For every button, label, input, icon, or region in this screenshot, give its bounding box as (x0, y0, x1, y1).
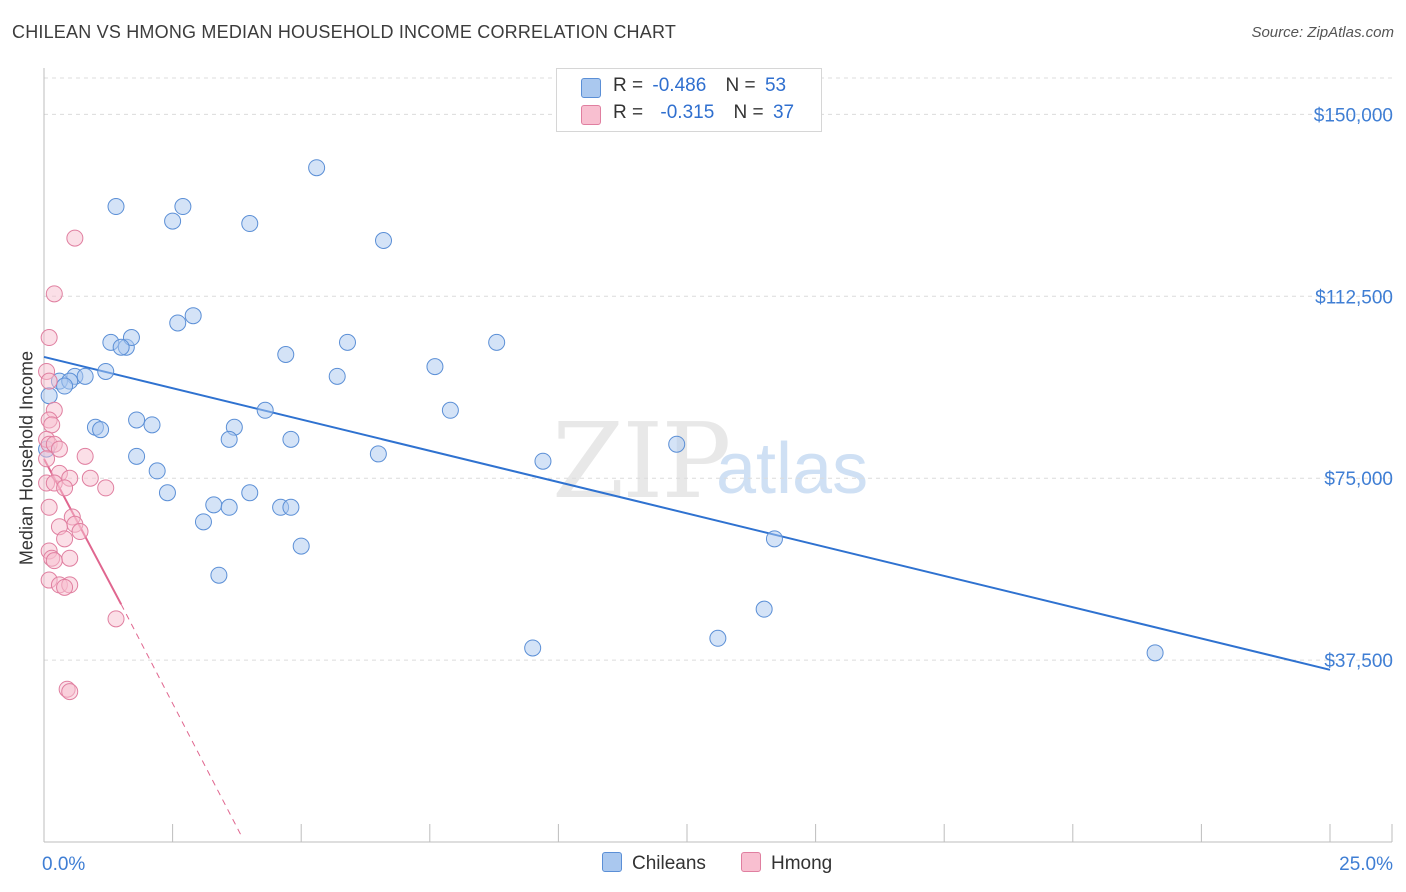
point-hmong (81, 469, 99, 487)
point-hmong (38, 450, 56, 468)
point-chileans (338, 333, 356, 351)
point-chileans (441, 401, 459, 419)
point-chileans (524, 639, 542, 657)
legend-r-label: R = (613, 75, 644, 96)
point-chileans (220, 430, 238, 448)
legend-r-label: R = (613, 102, 644, 123)
point-chileans (308, 159, 326, 177)
point-chileans (369, 445, 387, 463)
legend-r-value-hmong: -0.315 (660, 102, 715, 123)
point-hmong (50, 440, 68, 458)
source-label: Source: ZipAtlas.com (1251, 24, 1394, 41)
point-chileans (282, 498, 300, 516)
point-chileans (241, 484, 259, 502)
y-tick-label: $37,500 (1324, 651, 1393, 672)
point-chileans (765, 530, 783, 548)
bottom-legend-swatch-hmong (741, 852, 761, 872)
point-chileans (174, 198, 192, 216)
axes (43, 68, 1393, 843)
bottom-legend-hmong: Hmong (741, 852, 832, 875)
y-tick-label: $150,000 (1314, 105, 1393, 126)
point-chileans (220, 498, 238, 516)
point-chileans (282, 430, 300, 448)
legend-n-label: N = (733, 102, 764, 123)
point-chileans (97, 362, 115, 380)
point-chileans (169, 314, 187, 332)
point-chileans (143, 416, 161, 434)
point-chileans (426, 358, 444, 376)
point-hmong (56, 530, 74, 548)
point-chileans (292, 537, 310, 555)
point-hmong (40, 498, 58, 516)
point-chileans (1146, 644, 1164, 662)
bottom-legend-label-hmong: Hmong (771, 853, 833, 874)
point-chileans (210, 566, 228, 584)
point-chileans (56, 377, 74, 395)
point-chileans (241, 215, 259, 233)
point-hmong (45, 552, 63, 570)
point-hmong (40, 329, 58, 347)
legend-n-label: N = (725, 75, 756, 96)
point-chileans (375, 232, 393, 250)
point-chileans (709, 629, 727, 647)
point-chileans (148, 462, 166, 480)
bottom-legend-chileans: Chileans (602, 852, 706, 875)
point-chileans (128, 411, 146, 429)
y-tick-labels: $37,500 $75,000 $112,500 $150,000 (1314, 105, 1393, 672)
point-chileans (128, 447, 146, 465)
data-points (38, 159, 1164, 701)
point-hmong (56, 578, 74, 596)
point-chileans (205, 496, 223, 514)
point-hmong (61, 683, 79, 701)
point-chileans (534, 452, 552, 470)
point-hmong (45, 285, 63, 303)
grid-lines (44, 77, 1392, 661)
point-hmong (40, 372, 58, 390)
bottom-legend-label-chileans: Chileans (632, 853, 706, 874)
point-chileans (328, 367, 346, 385)
point-chileans (277, 345, 295, 363)
x-tick-label: 25.0% (1339, 854, 1393, 875)
bottom-legend-swatch-chileans (602, 852, 622, 872)
point-hmong (61, 549, 79, 567)
x-tick-label: 0.0% (42, 854, 85, 875)
point-hmong (56, 479, 74, 497)
y-tick-label: $112,500 (1315, 287, 1393, 308)
legend-n-value-hmong: 37 (772, 102, 795, 123)
point-chileans (256, 401, 274, 419)
trend-line-hmong (120, 604, 243, 838)
point-chileans (107, 198, 125, 216)
point-chileans (158, 484, 176, 502)
y-tick-label: $75,000 (1324, 469, 1393, 490)
x-tick-labels: 0.0% 25.0% (42, 854, 1393, 875)
point-chileans (112, 338, 130, 356)
legend-swatch-hmong (581, 105, 601, 125)
point-chileans (40, 387, 58, 405)
point-chileans (76, 367, 94, 385)
point-hmong (76, 447, 94, 465)
point-chileans (668, 435, 686, 453)
legend-swatch-chileans (581, 78, 601, 98)
point-hmong (97, 479, 115, 497)
point-chileans (184, 307, 202, 325)
point-hmong (71, 523, 89, 541)
chart-title: CHILEAN VS HMONG MEDIAN HOUSEHOLD INCOME… (12, 22, 677, 42)
point-chileans (488, 333, 506, 351)
legend-n-value-chileans: 53 (764, 75, 787, 96)
point-hmong (107, 610, 125, 628)
point-hmong (43, 416, 61, 434)
point-chileans (92, 421, 110, 439)
correlation-legend: R = -0.486 N = 53 R = -0.315 N = 37 (556, 68, 822, 132)
trend-line-chileans (43, 355, 1331, 671)
point-chileans (164, 212, 182, 230)
legend-r-value-chileans: -0.486 (652, 75, 707, 96)
watermark-atlas: atlas (716, 429, 869, 509)
point-chileans (194, 513, 212, 531)
point-chileans (755, 600, 773, 618)
point-hmong (66, 229, 84, 247)
